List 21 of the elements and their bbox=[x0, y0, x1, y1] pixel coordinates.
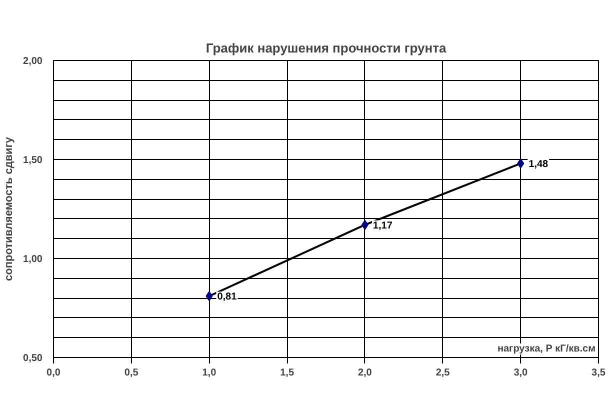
y-tick-label: 0,50 bbox=[23, 353, 43, 364]
x-tick-label: 3,0 bbox=[514, 368, 528, 378]
y-tick-label: 1,00 bbox=[23, 254, 43, 265]
x-tick-label: 0,0 bbox=[46, 368, 61, 378]
x-tick-label: 1,5 bbox=[280, 368, 294, 378]
x-tick-label: 2,5 bbox=[436, 368, 450, 378]
data-label: 0,81 bbox=[217, 292, 238, 303]
x-tick-label: 2,0 bbox=[358, 368, 372, 378]
y-tick-label: 1,50 bbox=[23, 155, 43, 166]
y-tick-label: 2,00 bbox=[23, 56, 43, 67]
chart-title: График нарушения прочности грунта bbox=[206, 40, 447, 56]
point bbox=[206, 291, 213, 302]
x-tick-label: 1,0 bbox=[202, 368, 217, 378]
y-axis-title: сопротивляемость сдвигу bbox=[3, 136, 16, 281]
data-label: 1,48 bbox=[528, 158, 549, 170]
x-tick-label: 0,5 bbox=[124, 368, 139, 378]
data-label: 1,17 bbox=[372, 220, 393, 232]
point bbox=[361, 220, 368, 230]
point bbox=[517, 158, 524, 168]
x-axis-title: нагрузка, Р кГ/кв.см bbox=[497, 344, 596, 354]
x-tick-label: 3,5 bbox=[592, 368, 606, 378]
